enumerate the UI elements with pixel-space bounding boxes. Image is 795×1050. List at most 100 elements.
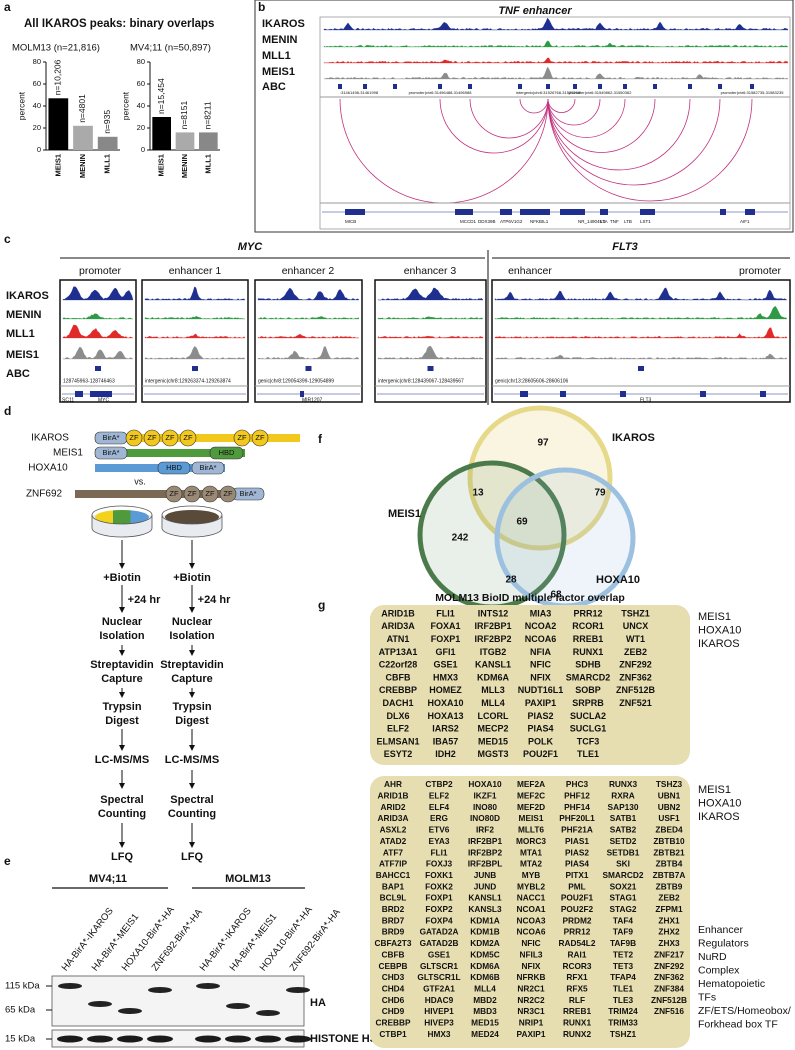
- x-tick-label: MLL1: [203, 154, 212, 174]
- gene-name: HIVEP1: [424, 1006, 454, 1016]
- band: [195, 1035, 221, 1043]
- gene-name: TET2: [613, 949, 634, 959]
- abc-element: [338, 84, 342, 89]
- domain-label: BirA*: [102, 448, 119, 457]
- zf-domain: [251, 429, 269, 447]
- bar: [73, 125, 93, 150]
- signal-track: [323, 66, 789, 80]
- gene-name: BRD9: [382, 927, 405, 937]
- exon: [560, 209, 585, 215]
- gene-name: BRD7: [382, 915, 405, 925]
- workflow-step: Nuclear: [172, 616, 213, 628]
- workflow-step: Trypsin: [172, 701, 211, 713]
- gene-name: ZNF384: [654, 983, 684, 993]
- exon: [75, 391, 83, 397]
- abc-element: [438, 84, 442, 89]
- gene-name: FOXJ3: [426, 859, 453, 869]
- gene-name: KDM2A: [470, 938, 500, 948]
- gene-name: ZEB2: [658, 893, 680, 903]
- gene-name: PHF20L1: [559, 813, 595, 823]
- locus-label: MYC: [238, 241, 264, 253]
- bar-label: n=10,206: [53, 59, 63, 95]
- lane-label: HOXA10-BirA*-HA: [258, 904, 316, 973]
- legend-entry: IKAROS: [698, 638, 740, 650]
- gene-name: CBFB: [386, 672, 411, 682]
- mw-marker: 65 kDa: [5, 1005, 36, 1016]
- contact-arc: [547, 98, 691, 171]
- gene-name: PRDM2: [562, 915, 591, 925]
- region-label: promoter|chr6:31496488-31496988: [409, 90, 473, 95]
- workflow-step: Isolation: [169, 630, 215, 642]
- gene-name: BAP1: [382, 881, 405, 891]
- construct-label: MEIS1: [53, 448, 83, 459]
- workflow-step: LC-MS/MS: [165, 754, 219, 766]
- gene-name: TLE1: [613, 983, 634, 993]
- gene-name: FOXP1: [431, 634, 461, 644]
- gene-name: GSE1: [433, 660, 457, 670]
- exon: [345, 209, 365, 215]
- gene-name: FOXP4: [425, 915, 453, 925]
- gene-label: DDX39B: [478, 219, 496, 224]
- signal-track: [377, 316, 484, 320]
- y-tick-label: 80: [137, 57, 145, 66]
- construct-label: IKAROS: [31, 433, 69, 444]
- gene-name: IRF2BP1: [474, 621, 511, 631]
- gene-name: PAXIP1: [525, 698, 556, 708]
- window-label: enhancer 3: [404, 265, 457, 277]
- gene-name: ASXL2: [380, 825, 407, 835]
- browser-box: [491, 279, 791, 403]
- browser-box: [59, 279, 137, 403]
- gene-name: ZNF292: [654, 961, 684, 971]
- contact-arc: [519, 98, 549, 114]
- gene-name: PAXIP1: [517, 1029, 546, 1039]
- gene-name: SOX21: [610, 881, 637, 891]
- band: [87, 1035, 113, 1043]
- gene-name: HMX3: [433, 672, 458, 682]
- gene-name: NCOA6: [525, 634, 557, 644]
- domain-label: BirA*: [239, 489, 256, 498]
- gene-name: NCOA1: [516, 904, 545, 914]
- gene-name: ELF2: [387, 724, 409, 734]
- exon: [500, 209, 512, 215]
- legend-entry: IKAROS: [698, 811, 740, 823]
- signal-track: [323, 57, 789, 64]
- gene-label: LTA: [600, 219, 608, 224]
- gene-name: FOXK1: [425, 870, 453, 880]
- gene-name: CBFB: [381, 949, 404, 959]
- workflow-step: Digest: [175, 715, 209, 727]
- zf-domain: [161, 429, 179, 447]
- gene-name: GLTSCR1L: [417, 972, 460, 982]
- workflow-step: Trypsin: [102, 701, 141, 713]
- window-label: enhancer: [508, 265, 552, 277]
- gene-label: ATP6V1G2: [500, 219, 523, 224]
- gene-name: ERG: [430, 813, 448, 823]
- panel-label: c: [4, 232, 11, 246]
- gene-name: HIVEP3: [424, 1018, 454, 1028]
- region-label: promoter|chr6:31549862-31550362: [569, 90, 633, 95]
- signal-track: [323, 40, 789, 48]
- signal-track: [62, 346, 134, 360]
- zf-domain: [201, 485, 219, 503]
- set-label: HOXA10: [596, 574, 640, 586]
- workflow-step: Isolation: [99, 630, 145, 642]
- gene-name: MTA1: [520, 847, 542, 857]
- signal-track: [62, 324, 134, 339]
- track-label: MENIN: [262, 34, 298, 46]
- venn-count: 79: [594, 488, 606, 499]
- gene-name: ELF4: [429, 802, 450, 812]
- gene-name: CHD9: [382, 1006, 405, 1016]
- gene-name: CBFA2T3: [375, 938, 412, 948]
- bira-domain: [94, 446, 128, 460]
- gene-name: POU2F1: [561, 893, 594, 903]
- gene-name: MYBL2: [517, 881, 546, 891]
- gene-name: MBD2: [473, 995, 497, 1005]
- signal-track: [494, 287, 788, 301]
- panel-label: g: [318, 598, 325, 612]
- browser-box: [254, 279, 363, 403]
- dish-rim: [91, 505, 153, 525]
- contact-arc: [547, 98, 753, 202]
- domain-label: ZF: [183, 433, 193, 442]
- gene-name: ZBED4: [655, 825, 683, 835]
- bar: [48, 98, 69, 150]
- gene-name: MED15: [471, 1018, 499, 1028]
